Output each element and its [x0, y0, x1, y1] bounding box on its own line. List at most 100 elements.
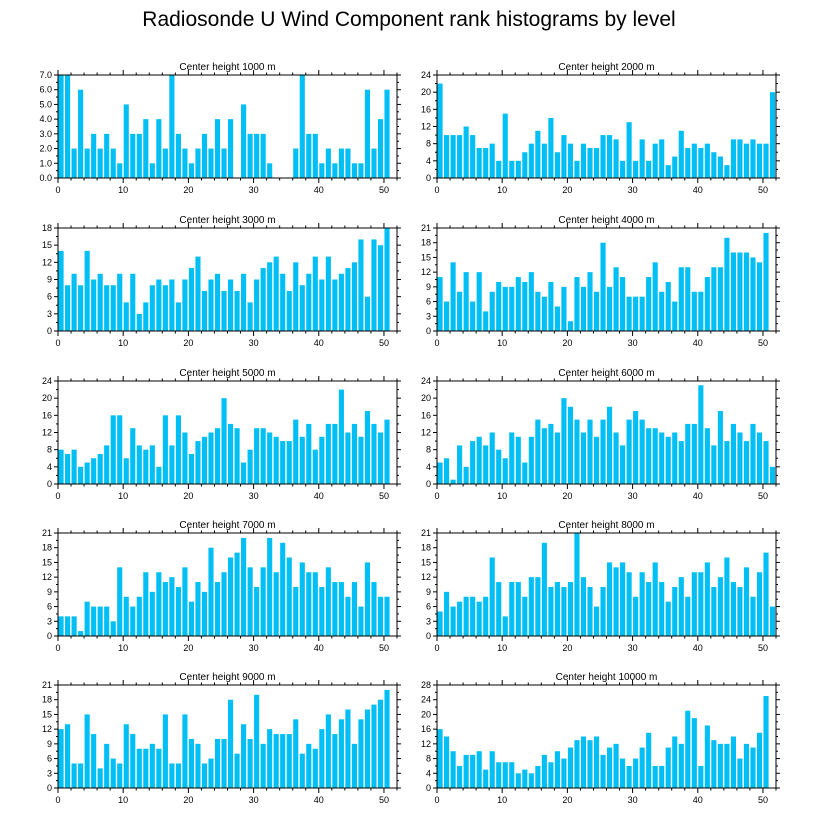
bar — [228, 557, 234, 636]
x-tick-label: 30 — [628, 795, 638, 805]
bar — [502, 113, 508, 179]
bar — [691, 291, 697, 331]
bar — [567, 321, 573, 331]
bar — [580, 432, 587, 484]
x-tick-label: 10 — [497, 185, 507, 195]
bar — [756, 572, 763, 636]
bar — [364, 296, 371, 331]
y-tick-label: 24 — [42, 376, 52, 386]
bar — [613, 267, 619, 331]
bar — [756, 143, 763, 178]
x-tick-label: 10 — [118, 185, 128, 195]
bar — [345, 709, 351, 788]
y-tick-label: 6 — [47, 292, 52, 302]
y-tick-label: 15 — [421, 252, 431, 262]
bar — [201, 133, 208, 178]
bar — [117, 763, 123, 788]
bar — [286, 441, 292, 484]
bar — [84, 714, 90, 788]
bar — [457, 135, 463, 178]
bar — [364, 562, 371, 636]
bar — [554, 306, 560, 331]
bar — [470, 596, 476, 636]
bar — [306, 423, 312, 484]
bar — [561, 286, 567, 331]
bar — [371, 148, 377, 178]
bar — [175, 586, 181, 636]
y-tick-label: 16 — [421, 410, 431, 420]
bar — [626, 765, 632, 788]
bar — [214, 273, 221, 331]
bar — [554, 152, 560, 178]
bar — [169, 763, 175, 788]
bar — [483, 445, 489, 485]
bar — [84, 148, 90, 178]
bar — [463, 466, 469, 484]
bar — [737, 586, 743, 636]
y-tick-label: 0 — [47, 631, 52, 641]
bar — [325, 423, 331, 484]
y-tick-label: 24 — [421, 695, 431, 705]
bar — [633, 296, 639, 331]
bar — [175, 763, 181, 788]
bar — [444, 736, 450, 788]
x-tick-label: 30 — [628, 643, 638, 653]
bar — [704, 562, 710, 636]
bar — [522, 769, 528, 788]
bar — [528, 773, 534, 788]
bar — [646, 277, 652, 331]
bar — [574, 160, 580, 178]
bar — [496, 582, 502, 636]
bar — [554, 582, 560, 636]
bar — [470, 135, 476, 178]
y-tick-label: 18 — [421, 238, 431, 248]
y-tick-label: 24 — [421, 376, 431, 386]
bar — [214, 428, 221, 484]
bar — [502, 616, 508, 636]
bar — [182, 148, 188, 178]
bar — [208, 547, 214, 636]
y-tick-label: 18 — [42, 695, 52, 705]
bar — [208, 758, 214, 788]
bar — [476, 601, 482, 636]
bar — [136, 748, 142, 788]
bar — [463, 272, 469, 331]
y-tick-label: 4 — [426, 768, 431, 778]
bar — [221, 148, 227, 178]
bar — [214, 119, 221, 178]
bar — [678, 577, 684, 636]
bar — [548, 423, 554, 484]
y-tick-label: 18 — [42, 543, 52, 553]
bar — [312, 256, 318, 331]
bar — [267, 262, 273, 331]
y-tick-label: 12 — [421, 122, 431, 132]
bar — [463, 126, 469, 178]
bar — [384, 689, 390, 788]
bar — [377, 245, 384, 331]
y-tick-label: 21 — [421, 528, 431, 538]
y-tick-label: 3 — [426, 311, 431, 321]
y-tick-label: 0 — [426, 479, 431, 489]
x-tick-label: 10 — [118, 643, 128, 653]
bar — [737, 252, 743, 331]
panel-title: Center height 4000 m — [558, 215, 654, 226]
y-tick-label: 6 — [426, 602, 431, 612]
bar — [600, 135, 606, 178]
bar — [470, 754, 476, 788]
bar — [332, 734, 338, 788]
bar — [338, 719, 344, 788]
bar — [685, 596, 691, 636]
bar — [377, 432, 384, 484]
bar — [509, 432, 515, 484]
bar — [208, 432, 214, 484]
y-tick-label: 12 — [421, 267, 431, 277]
bar — [286, 290, 292, 331]
x-tick-label: 0 — [55, 795, 60, 805]
bar — [254, 586, 260, 636]
bar — [195, 256, 201, 331]
y-tick-label: 15 — [42, 557, 52, 567]
bar — [535, 577, 541, 636]
y-tick-label: 28 — [421, 680, 431, 690]
bar — [156, 466, 162, 484]
panel-title: Center height 1000 m — [179, 62, 275, 73]
